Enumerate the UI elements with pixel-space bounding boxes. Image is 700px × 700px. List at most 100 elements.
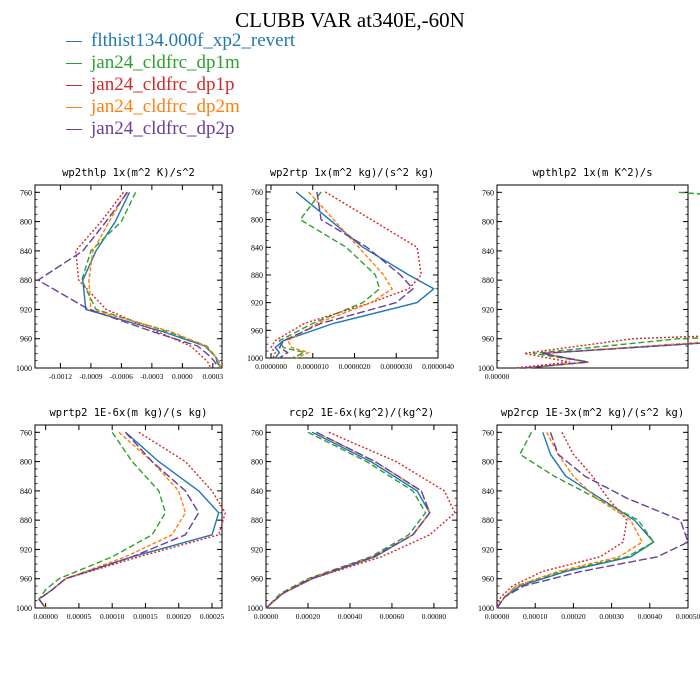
x-tick-label: 0.00060: [380, 612, 405, 621]
x-tick-label: 0.00020: [561, 612, 586, 621]
x-tick-label: 0.00010: [523, 612, 548, 621]
y-tick-label: 840: [251, 243, 263, 252]
panel-title: wp2rcp 1E-3x(m^2 kg)/(s^2 kg): [501, 407, 684, 419]
y-tick-label: 800: [482, 218, 494, 227]
x-tick-label: 0.00080: [422, 612, 447, 621]
y-tick-label: 840: [482, 247, 494, 256]
y-tick-label: 800: [20, 458, 32, 467]
y-tick-label: 840: [482, 487, 494, 496]
series-line: [279, 192, 379, 358]
y-tick-label: 760: [20, 428, 32, 437]
series-line: [271, 192, 421, 358]
y-tick-label: 960: [482, 575, 494, 584]
y-tick-label: 800: [20, 218, 32, 227]
y-tick-label: 920: [482, 305, 494, 314]
y-tick-label: 760: [251, 428, 263, 437]
plot-frame: [266, 425, 457, 608]
series-line: [39, 432, 225, 608]
x-tick-label: 0.00015: [133, 612, 158, 621]
panel-title: wpthlp2 1x(m K^2)/s: [532, 167, 652, 179]
panel-4: wprtp2 1E-6x(m kg)/(s kg) 760 800 840 880 920…: [16, 407, 225, 621]
x-tick-label: 0.00030: [599, 612, 624, 621]
y-tick-label: 960: [251, 326, 263, 335]
y-tick-label: 920: [251, 299, 263, 308]
x-tick-label: -0.0009: [79, 372, 102, 381]
y-tick-label: 840: [20, 487, 32, 496]
series-line: [39, 432, 199, 608]
series-line: [279, 192, 413, 358]
x-tick-label: 0.00000: [485, 372, 510, 381]
y-tick-label: 1000: [16, 604, 32, 613]
x-tick-label: 0.0003: [203, 372, 224, 381]
y-tick-label: 760: [251, 188, 263, 197]
y-tick-label: 960: [482, 335, 494, 344]
series-line: [497, 432, 642, 608]
x-tick-label: 0.0000000: [255, 362, 287, 371]
series-line: [524, 192, 700, 368]
y-tick-label: 840: [20, 247, 32, 256]
chart-grid: wp2thlp 1x(m^2 K)/s^2 760 800 840 880 920 960 1…: [0, 0, 700, 700]
series-line: [266, 432, 430, 608]
y-tick-label: 760: [20, 188, 32, 197]
y-tick-label: 760: [482, 188, 494, 197]
series-line: [39, 432, 219, 608]
y-tick-label: 960: [20, 575, 32, 584]
x-tick-label: 0.00040: [338, 612, 363, 621]
x-tick-label: -0.0006: [110, 372, 133, 381]
x-tick-label: 0.00020: [296, 612, 321, 621]
y-tick-label: 960: [251, 575, 263, 584]
y-tick-label: 920: [20, 545, 32, 554]
y-tick-label: 800: [251, 216, 263, 225]
y-tick-label: 800: [482, 458, 494, 467]
y-tick-label: 880: [482, 516, 494, 525]
x-tick-label: 0.00005: [67, 612, 92, 621]
x-tick-label: 0.0000010: [297, 362, 329, 371]
x-tick-label: 0.0000040: [422, 362, 454, 371]
series-line: [266, 432, 430, 608]
y-tick-label: 840: [251, 487, 263, 496]
panel-1: wp2thlp 1x(m^2 K)/s^2 760 800 840 880 920 960 1…: [16, 167, 223, 381]
panel-title: rcp2 1E-6x(kg^2)/(kg^2): [289, 407, 434, 419]
panel-title: wprtp2 1E-6x(m kg)/(s kg): [49, 407, 207, 419]
y-tick-label: 920: [251, 545, 263, 554]
series-line: [39, 432, 165, 608]
panel-2: wp2rtp 1x(m^2 kg)/(s^2 kg) 760 800 840 880 92…: [247, 167, 454, 371]
y-tick-label: 880: [251, 271, 263, 280]
x-tick-label: 0.0000020: [339, 362, 371, 371]
y-tick-label: 920: [20, 305, 32, 314]
x-tick-label: 0.0000: [172, 372, 193, 381]
plot-frame: [266, 185, 438, 358]
panel-6: wp2rcp 1E-3x(m^2 kg)/(s^2 kg) 760 800 840 88…: [478, 407, 700, 621]
x-tick-label: 0.00000: [485, 612, 510, 621]
y-tick-label: 1000: [16, 364, 32, 373]
series-line: [524, 192, 700, 368]
x-tick-label: 0.00050: [676, 612, 700, 621]
x-tick-label: 0.00020: [167, 612, 192, 621]
series-line: [524, 192, 700, 368]
series-line: [266, 432, 426, 608]
panel-title: wp2thlp 1x(m^2 K)/s^2: [62, 167, 195, 179]
x-tick-label: -0.0003: [140, 372, 163, 381]
y-tick-label: 800: [251, 458, 263, 467]
panel-5: rcp2 1E-6x(kg^2)/(kg^2) 760 800 840 880 920 96…: [247, 407, 457, 621]
plot-frame: [497, 425, 688, 608]
x-tick-label: 0.00040: [638, 612, 663, 621]
x-tick-label: 0.00025: [200, 612, 225, 621]
panel-3: wpthlp2 1x(m K^2)/s 760 800 840 880 920 960 100…: [478, 167, 700, 381]
x-tick-label: 0.00010: [100, 612, 125, 621]
y-tick-label: 880: [20, 516, 32, 525]
x-tick-label: 0.00000: [33, 612, 58, 621]
series-line: [524, 192, 700, 368]
y-tick-label: 960: [20, 335, 32, 344]
x-tick-label: 0.0000030: [380, 362, 412, 371]
y-tick-label: 880: [20, 276, 32, 285]
y-tick-label: 880: [482, 276, 494, 285]
series-line: [288, 192, 392, 358]
y-tick-label: 880: [251, 516, 263, 525]
series-line: [89, 192, 221, 368]
y-tick-label: 760: [482, 428, 494, 437]
series-line: [515, 192, 700, 368]
panel-title: wp2rtp 1x(m^2 kg)/(s^2 kg): [270, 167, 434, 179]
x-tick-label: -0.0012: [49, 372, 72, 381]
x-tick-label: 0.00000: [254, 612, 279, 621]
